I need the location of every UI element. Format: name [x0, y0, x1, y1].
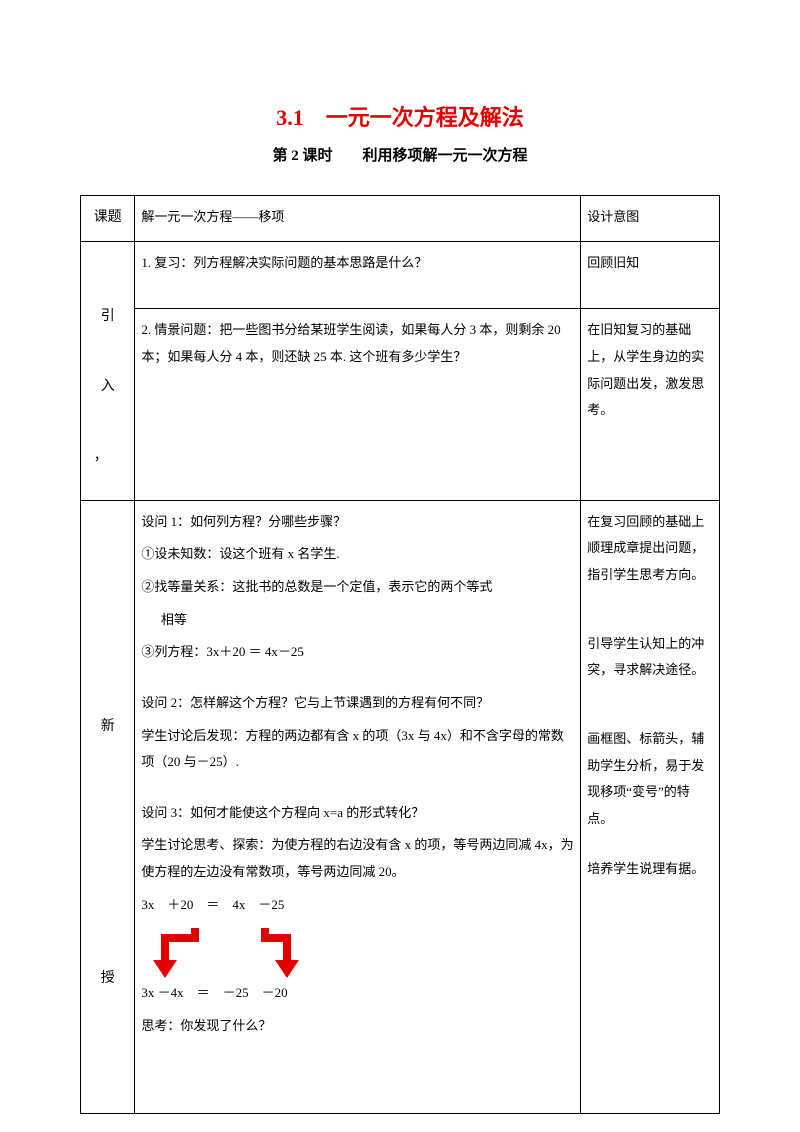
intro-content-2: 2. 情景问题：把一些图书分给某班学生阅读，如果每人分 3 本，则剩余 20 本… — [135, 309, 581, 500]
intro-note-1: 回顾旧知 — [581, 241, 720, 309]
intro-note-2: 在旧知复习的基础上，从学生身边的实际问题出发，激发思考。 — [581, 309, 720, 500]
teach-eq1: 3x ＋20 ＝ 4x －25 — [141, 892, 574, 919]
teach-note-2: 引导学生认知上的冲突，寻求解决途径。 — [587, 631, 713, 684]
intro-content-1: 1. 复习：列方程解决实际问题的基本思路是什么？ — [135, 241, 581, 309]
teach-step3: ③列方程：3x＋20 ＝ 4x－25 — [141, 639, 574, 666]
teach-think: 思考：你发现了什么？ — [141, 1013, 574, 1040]
lesson-table: 课题 解一元一次方程——移项 设计意图 引 入 ， 1. 复习：列方程解决实际问… — [80, 195, 720, 1114]
header-topic-label: 课题 — [81, 196, 135, 242]
teach-note-4: 培养学生说理有据。 — [587, 856, 713, 883]
page: 3.1 一元一次方程及解法 第 2 课时 利用移项解一元一次方程 课题 解一元一… — [0, 0, 800, 1132]
teach-notes: 在复习回顾的基础上顺理成章提出问题，指引学生思考方向。 引导学生认知上的冲突，寻… — [581, 500, 720, 1113]
header-topic: 解一元一次方程——移项 — [135, 196, 581, 242]
label-char: 入 — [87, 352, 128, 422]
teach-q2: 设问 2：怎样解这个方程？它与上节课遇到的方程有何不同？ — [141, 690, 574, 717]
teach-q3: 设问 3：如何才能使这个方程向 x=a 的形式转化？ — [141, 800, 574, 827]
label-char: 引 — [87, 282, 128, 352]
section-label-intro: 引 入 ， — [81, 241, 135, 500]
table-row: 新 授 设问 1：如何列方程？分哪些步骤？ ①设未知数：设这个班有 x 名学生.… — [81, 500, 720, 1113]
label-char: 新 — [87, 601, 128, 853]
teach-eq2: 3x －4x ＝ －25 －20 — [141, 980, 574, 1007]
teach-note-3: 画框图、标箭头，辅助学生分析，易于发现移项“变号”的特点。 — [587, 726, 713, 833]
main-title: 3.1 一元一次方程及解法 — [80, 100, 720, 132]
table-row: 引 入 ， 1. 复习：列方程解决实际问题的基本思路是什么？ 回顾旧知 — [81, 241, 720, 309]
teach-content: 设问 1：如何列方程？分哪些步骤？ ①设未知数：设这个班有 x 名学生. ②找等… — [135, 500, 581, 1113]
table-row: 2. 情景问题：把一些图书分给某班学生阅读，如果每人分 3 本，则剩余 20 本… — [81, 309, 720, 500]
teach-q1: 设问 1：如何列方程？分哪些步骤？ — [141, 509, 574, 536]
teach-discuss1: 学生讨论后发现：方程的两边都有含 x 的项（3x 与 4x）和不含字母的常数项（… — [141, 723, 574, 776]
teach-note-1: 在复习回顾的基础上顺理成章提出问题，指引学生思考方向。 — [587, 509, 713, 589]
transfer-arrows-diagram — [147, 924, 327, 978]
teach-step1: ①设未知数：设这个班有 x 名学生. — [141, 541, 574, 568]
label-char: ， — [73, 422, 128, 492]
label-char: 授 — [87, 853, 128, 1105]
subtitle: 第 2 课时 利用移项解一元一次方程 — [80, 144, 720, 165]
header-intent-label: 设计意图 — [581, 196, 720, 242]
teach-step2b: 相等 — [141, 607, 574, 634]
section-label-teach: 新 授 — [81, 500, 135, 1113]
teach-discuss2: 学生讨论思考、探索：为使方程的右边没有含 x 的项，等号两边同减 4x，为使方程… — [141, 832, 574, 885]
teach-step2: ②找等量关系：这批书的总数是一个定值，表示它的两个等式 — [141, 574, 574, 601]
table-row: 课题 解一元一次方程——移项 设计意图 — [81, 196, 720, 242]
